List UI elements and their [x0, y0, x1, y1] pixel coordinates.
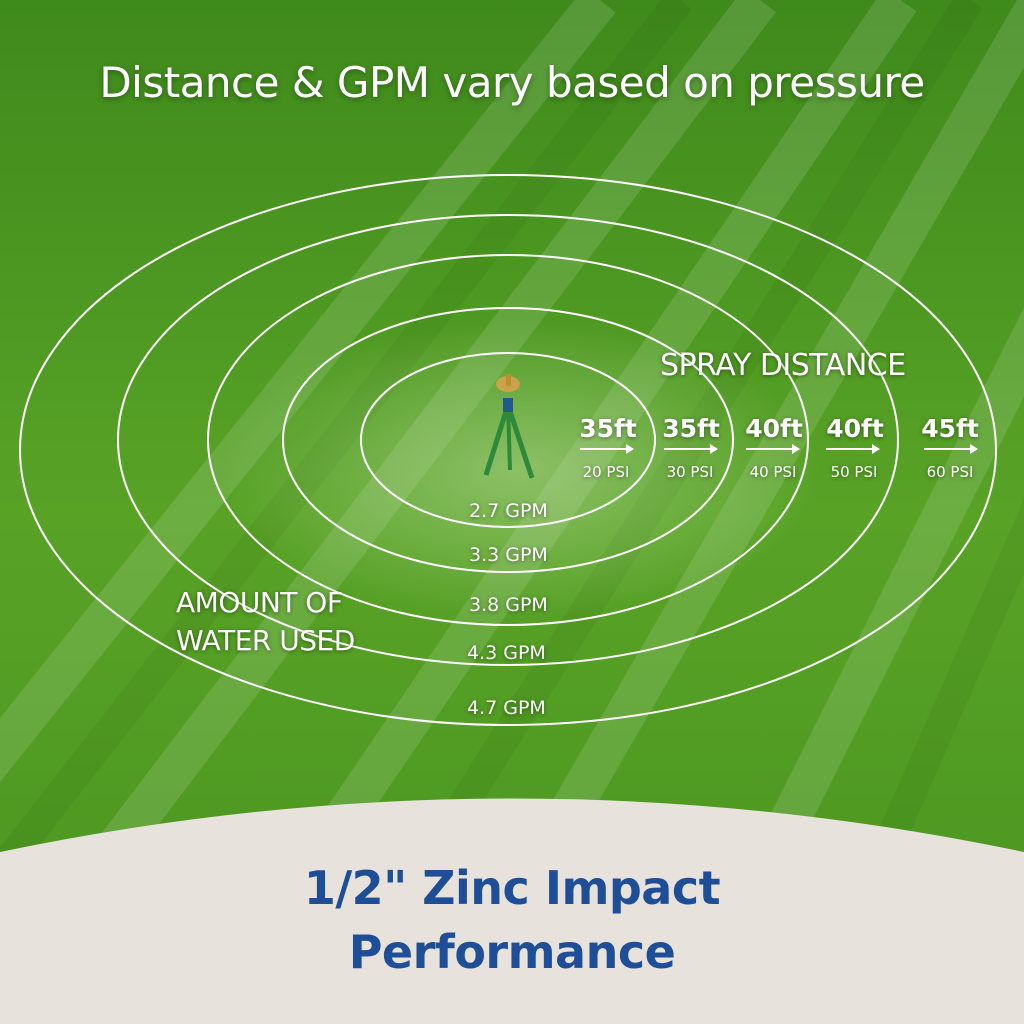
- product-title: 1/2" Zinc Impact Performance: [0, 856, 1024, 984]
- gpm-label: 4.3 GPM: [467, 642, 546, 664]
- water-used-title: AMOUNT OF WATER USED: [176, 584, 355, 660]
- distance-label: 40ft: [826, 414, 884, 443]
- arrow-icon: [580, 444, 634, 454]
- gpm-label: 4.7 GPM: [467, 697, 546, 719]
- ring-40psi: [207, 254, 809, 626]
- distance-label: 35ft: [579, 414, 637, 443]
- arrow-icon: [664, 444, 718, 454]
- distance-label: 45ft: [921, 414, 979, 443]
- gpm-label: 3.3 GPM: [469, 544, 548, 566]
- ring-20psi: [360, 352, 656, 528]
- distance-label: 40ft: [745, 414, 803, 443]
- spray-distance-title: SPRAY DISTANCE: [660, 348, 906, 383]
- pressure-label: 30 PSI: [666, 463, 714, 481]
- water-used-title-line2: WATER USED: [176, 624, 355, 657]
- ring-60psi: [19, 174, 997, 726]
- distance-label: 35ft: [662, 414, 720, 443]
- page-title: Distance & GPM vary based on pressure: [99, 58, 925, 107]
- gpm-label: 3.8 GPM: [469, 594, 548, 616]
- ring-50psi: [117, 214, 899, 666]
- ring-30psi: [282, 307, 734, 573]
- gpm-label: 2.7 GPM: [469, 500, 548, 522]
- product-title-line1: 1/2" Zinc Impact: [303, 861, 721, 915]
- arrow-icon: [924, 444, 978, 454]
- arrow-icon: [826, 444, 880, 454]
- pressure-label: 60 PSI: [926, 463, 974, 481]
- product-title-line2: Performance: [348, 925, 676, 979]
- arrow-icon: [746, 444, 800, 454]
- sprinkler-icon: [483, 374, 535, 479]
- water-used-title-line1: AMOUNT OF: [176, 586, 343, 619]
- pressure-label: 50 PSI: [830, 463, 878, 481]
- pressure-label: 20 PSI: [582, 463, 630, 481]
- pressure-label: 40 PSI: [749, 463, 797, 481]
